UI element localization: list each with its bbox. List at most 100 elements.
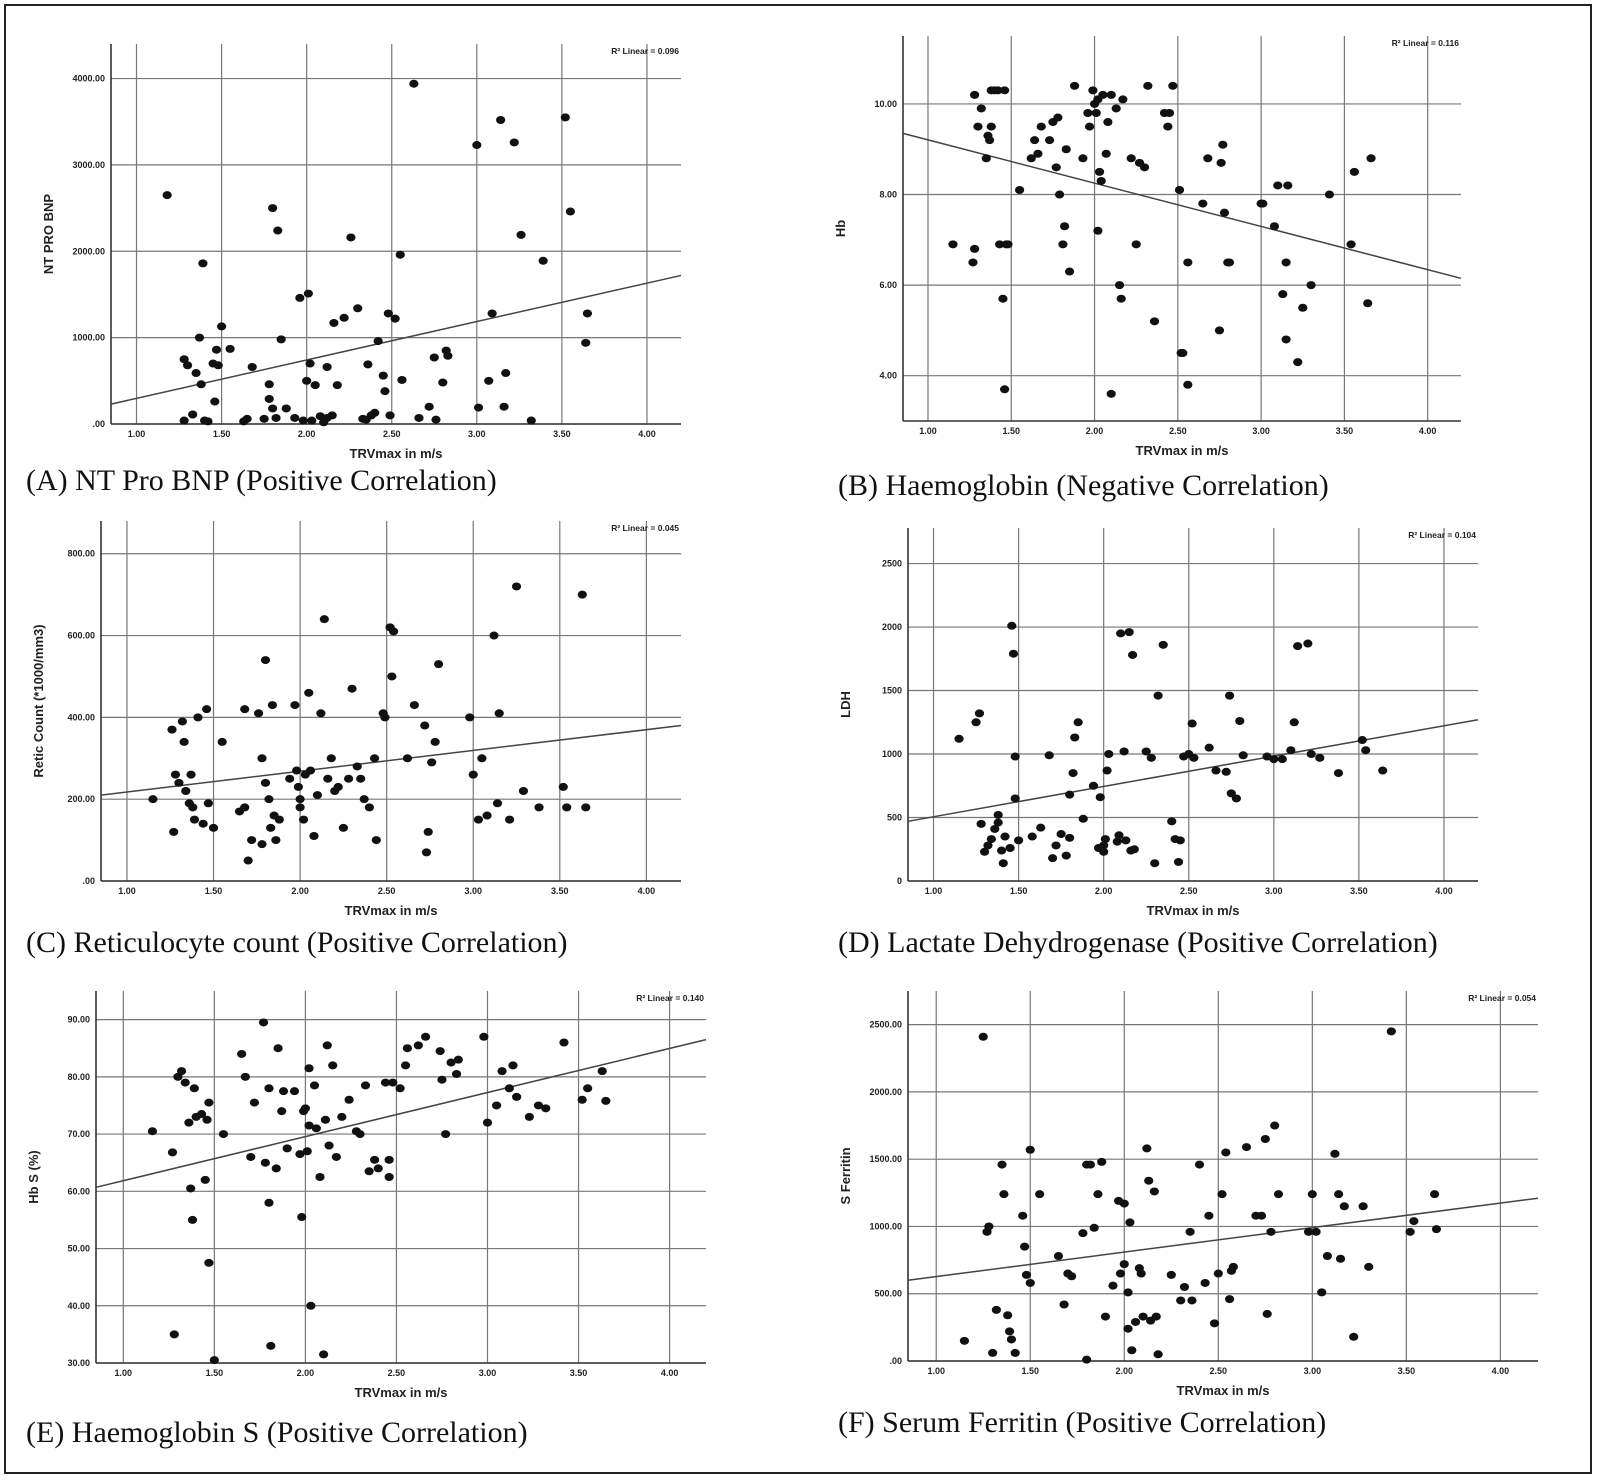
y-tick-label: 90.00 (67, 1015, 90, 1025)
data-point (1116, 294, 1126, 303)
data-point (278, 1087, 289, 1096)
x-tick-label: 1.50 (1021, 1366, 1039, 1376)
y-tick-label: 10.00 (874, 99, 897, 109)
data-point (182, 361, 193, 370)
data-point (395, 1084, 405, 1093)
y-tick-label: 40.00 (67, 1301, 90, 1311)
data-point (311, 1124, 321, 1133)
data-point (1175, 836, 1185, 845)
data-point (473, 815, 484, 824)
data-point (1346, 240, 1356, 249)
data-point (309, 1081, 320, 1090)
data-point (1322, 1252, 1332, 1261)
data-point (370, 408, 380, 417)
data-point (204, 1258, 214, 1267)
data-point (1005, 843, 1015, 852)
data-point (380, 1078, 391, 1087)
x-tick-label: 2.50 (383, 429, 401, 439)
data-point (1097, 1157, 1107, 1166)
data-point (1111, 104, 1121, 113)
data-point (1231, 794, 1241, 803)
data-point (176, 1067, 187, 1076)
x-tick-label: 4.00 (661, 1368, 679, 1378)
data-point (369, 1155, 380, 1164)
x-axis-label: TRVmax in m/s (345, 903, 438, 918)
data-point (1306, 281, 1316, 290)
data-point (1061, 145, 1071, 154)
data-point (1044, 136, 1055, 145)
data-point (338, 823, 348, 832)
data-point (1000, 86, 1010, 95)
data-point (264, 380, 274, 389)
data-point (1078, 1229, 1088, 1238)
data-point (998, 859, 1008, 868)
data-point (300, 1104, 311, 1113)
data-point (1307, 1190, 1317, 1199)
data-point (1025, 1145, 1035, 1154)
r-squared-label: R² Linear = 0.096 (611, 46, 679, 56)
y-tick-label: 1500 (882, 686, 902, 696)
data-point (1260, 1135, 1270, 1143)
linear-fit-line (95, 1038, 707, 1189)
data-point (508, 1061, 518, 1070)
panel-f-serum-ferritin: 1.00 1.50 2.00 2.50 3.00 3.50 4.00 .00 500.00 100… (838, 971, 1578, 1471)
data-point (1095, 793, 1105, 802)
data-point (1085, 1160, 1096, 1169)
data-point (482, 1118, 493, 1127)
data-point (1093, 1190, 1103, 1199)
data-point (332, 381, 342, 390)
data-point (1067, 1272, 1077, 1281)
data-point (1429, 1190, 1440, 1199)
data-point (1277, 755, 1287, 764)
y-tick-label: .00 (92, 419, 105, 429)
data-point (1036, 823, 1046, 832)
data-point (303, 289, 313, 298)
data-point (1278, 290, 1288, 299)
data-point (1051, 841, 1061, 850)
y-tick-label: 400.00 (67, 712, 95, 722)
data-point (1007, 621, 1017, 630)
data-point (1025, 1278, 1035, 1287)
data-point (1010, 794, 1020, 803)
data-point (186, 770, 196, 779)
data-point (333, 782, 343, 791)
data-point (1270, 1121, 1280, 1130)
data-point (968, 258, 978, 267)
data-point (524, 1112, 534, 1121)
data-point (427, 758, 437, 767)
y-tick-label: 6.00 (879, 280, 897, 290)
data-point (492, 799, 503, 808)
data-point (360, 1081, 371, 1090)
data-point (188, 410, 198, 419)
data-point (1091, 109, 1101, 117)
data-point (290, 413, 300, 422)
data-point (181, 787, 191, 795)
data-point (1179, 1283, 1190, 1291)
data-point (534, 803, 544, 812)
data-point (1224, 258, 1235, 267)
data-point (193, 713, 203, 722)
data-point (1224, 1295, 1235, 1304)
data-point (194, 333, 205, 342)
data-point (1102, 766, 1112, 775)
data-point (304, 1064, 314, 1073)
data-point (472, 141, 482, 150)
data-point (276, 335, 286, 344)
data-point (1358, 1202, 1368, 1211)
data-point (1096, 176, 1106, 185)
data-point (1405, 1227, 1415, 1236)
data-point (1059, 222, 1070, 231)
data-point (1258, 199, 1268, 208)
data-point (1018, 1211, 1028, 1220)
data-point (516, 230, 526, 239)
data-point (465, 713, 475, 722)
data-point (1027, 832, 1037, 841)
x-tick-label: 3.50 (551, 886, 569, 896)
data-point (996, 846, 1007, 855)
data-point (1099, 847, 1109, 856)
data-point (1119, 747, 1129, 756)
data-point (473, 403, 484, 412)
data-point (1339, 1202, 1349, 1211)
data-point (216, 322, 227, 331)
chart-e-plot: 1.00 1.50 2.00 2.50 3.00 3.50 4.00 30.00 40.00 50… (26, 991, 707, 1400)
